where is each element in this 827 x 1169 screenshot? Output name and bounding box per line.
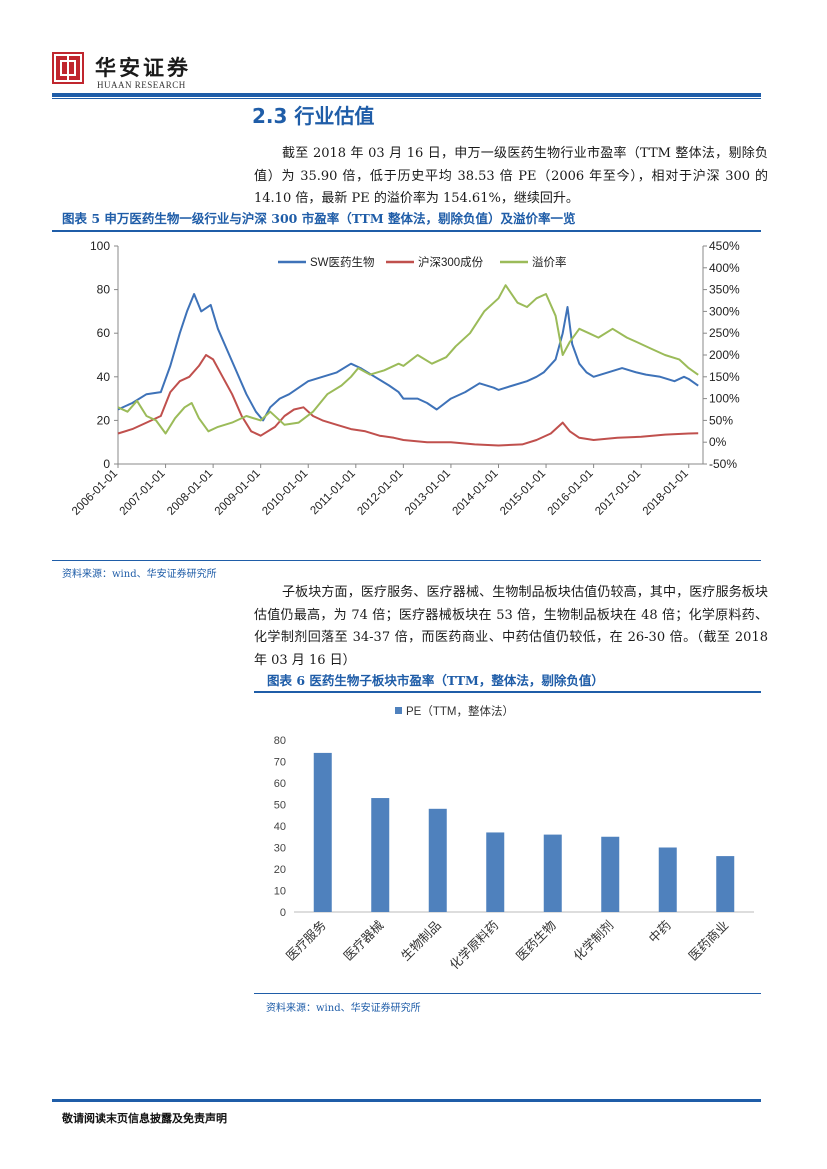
y-tick-label: 70: [274, 757, 286, 769]
figure6-bar-chart: 0 10 20 30 40 50 60 70 80 医疗服务 医疗器械 生物制品 化学原料药 医药生物 化学…: [274, 704, 754, 973]
y-tick-label: 30: [274, 843, 286, 855]
category-label: 化学制剂: [570, 918, 616, 964]
category-label: 中药: [646, 918, 674, 946]
y-right-tick-label: 300%: [709, 304, 740, 318]
x-tick-label: 2014-01-01: [451, 468, 501, 518]
series-line-3: [117, 284, 699, 435]
y-right-tick-label: 150%: [709, 370, 740, 384]
header-rule-thin: [52, 98, 761, 99]
series-line-2: [117, 354, 699, 447]
y-tick-label: 50: [274, 800, 286, 812]
y-left-tick-label: 40: [97, 370, 111, 384]
category-label: 医药生物: [514, 918, 559, 963]
bar-5: [543, 834, 562, 912]
figure6-source-rule: [254, 993, 761, 994]
bar-7: [658, 847, 677, 912]
brand-name: 华安证券: [95, 55, 191, 80]
y-left-tick-label: 60: [97, 326, 111, 340]
brand-name-en: HUAAN RESEARCH: [97, 80, 186, 90]
x-tick-label: 2013-01-01: [403, 468, 453, 518]
figure5-title-rule: [52, 230, 761, 232]
category-label: 医疗器械: [340, 917, 386, 963]
legend-label: 溢价率: [532, 255, 567, 269]
figure5-title: 图表 5 申万医药生物一级行业与沪深 300 市盈率（TTM 整体法，剔除负值）…: [62, 211, 576, 226]
figure5-source-rule: [52, 560, 761, 561]
paragraph-valuation: 截至 2018 年 03 月 16 日，申万一级医药生物行业市盈率（TTM 整体…: [254, 146, 768, 206]
y-right-tick-label: 50%: [709, 413, 733, 427]
legend-label: PE（TTM，整体法）: [406, 704, 514, 718]
company-logo: [52, 52, 84, 84]
x-tick-label: 2018-01-01: [641, 468, 691, 518]
footer-rule: [52, 1099, 761, 1102]
bar-3: [428, 808, 447, 912]
y-left-tick-label: 20: [97, 413, 111, 427]
legend-swatch: [395, 707, 402, 714]
bar-6: [601, 836, 620, 912]
figure6-source: 资料来源：wind、华安证券研究所: [266, 1003, 421, 1014]
figure6-title: 图表 6 医药生物子板块市盈率（TTM，整体法，剔除负值）: [267, 673, 604, 688]
paragraph-subsectors: 子板块方面，医疗服务、医疗器械、生物制品板块估值仍较高，其中，医疗服务板块估值仍…: [254, 585, 768, 668]
figure6-title-rule: [254, 691, 761, 693]
y-right-tick-label: 350%: [709, 283, 740, 297]
bar-2: [371, 798, 390, 912]
y-right-tick-label: 250%: [709, 326, 740, 340]
header-rule: [52, 93, 761, 97]
y-right-tick-label: 0%: [709, 435, 727, 449]
x-tick-label: 2015-01-01: [498, 468, 548, 518]
y-tick-label: 60: [274, 778, 286, 790]
y-right-tick-label: 100%: [709, 392, 740, 406]
y-right-tick-label: 450%: [709, 239, 740, 253]
y-left-tick-label: 100: [90, 239, 110, 253]
x-tick-label: 2008-01-01: [165, 468, 215, 518]
y-tick-label: 20: [274, 864, 286, 876]
series-line-1: [117, 293, 699, 422]
y-tick-label: 0: [280, 907, 286, 919]
bar-1: [313, 752, 332, 912]
figure5-source: 资料来源：wind、华安证券研究所: [62, 569, 217, 580]
category-label: 化学原料药: [447, 918, 502, 973]
y-right-tick-label: 400%: [709, 261, 740, 275]
y-right-tick-label: -50%: [709, 457, 737, 471]
legend-label: SW医药生物: [310, 255, 375, 269]
y-tick-label: 40: [274, 821, 286, 833]
y-tick-label: 80: [274, 735, 286, 747]
y-left-tick-label: 80: [97, 283, 111, 297]
x-tick-label: 2006-01-01: [70, 468, 120, 518]
legend-label: 沪深300成份: [418, 255, 484, 269]
category-label: 医药商业: [685, 918, 731, 964]
x-tick-label: 2017-01-01: [593, 468, 643, 518]
footer-disclaimer: 敬请阅读末页信息披露及免责声明: [62, 1112, 227, 1125]
section-title: 2.3 行业估值: [252, 104, 375, 128]
bar-8: [716, 856, 735, 912]
y-left-tick-label: 0: [103, 457, 110, 471]
x-tick-label: 2016-01-01: [546, 468, 596, 518]
y-tick-label: 10: [274, 886, 286, 898]
category-label: 生物制品: [399, 918, 444, 963]
bar-4: [486, 832, 505, 912]
figure5-line-chart: 0 20 40 60 80 100 -50% 0% 50% 100% 150% 200% 250% 300…: [70, 239, 740, 518]
x-tick-label: 2009-01-01: [213, 468, 263, 518]
x-tick-label: 2011-01-01: [308, 468, 357, 517]
y-right-tick-label: 200%: [709, 348, 740, 362]
x-tick-label: 2010-01-01: [260, 468, 310, 518]
x-tick-label: 2012-01-01: [355, 468, 405, 518]
x-tick-label: 2007-01-01: [118, 468, 168, 518]
category-label: 医疗服务: [283, 918, 329, 964]
